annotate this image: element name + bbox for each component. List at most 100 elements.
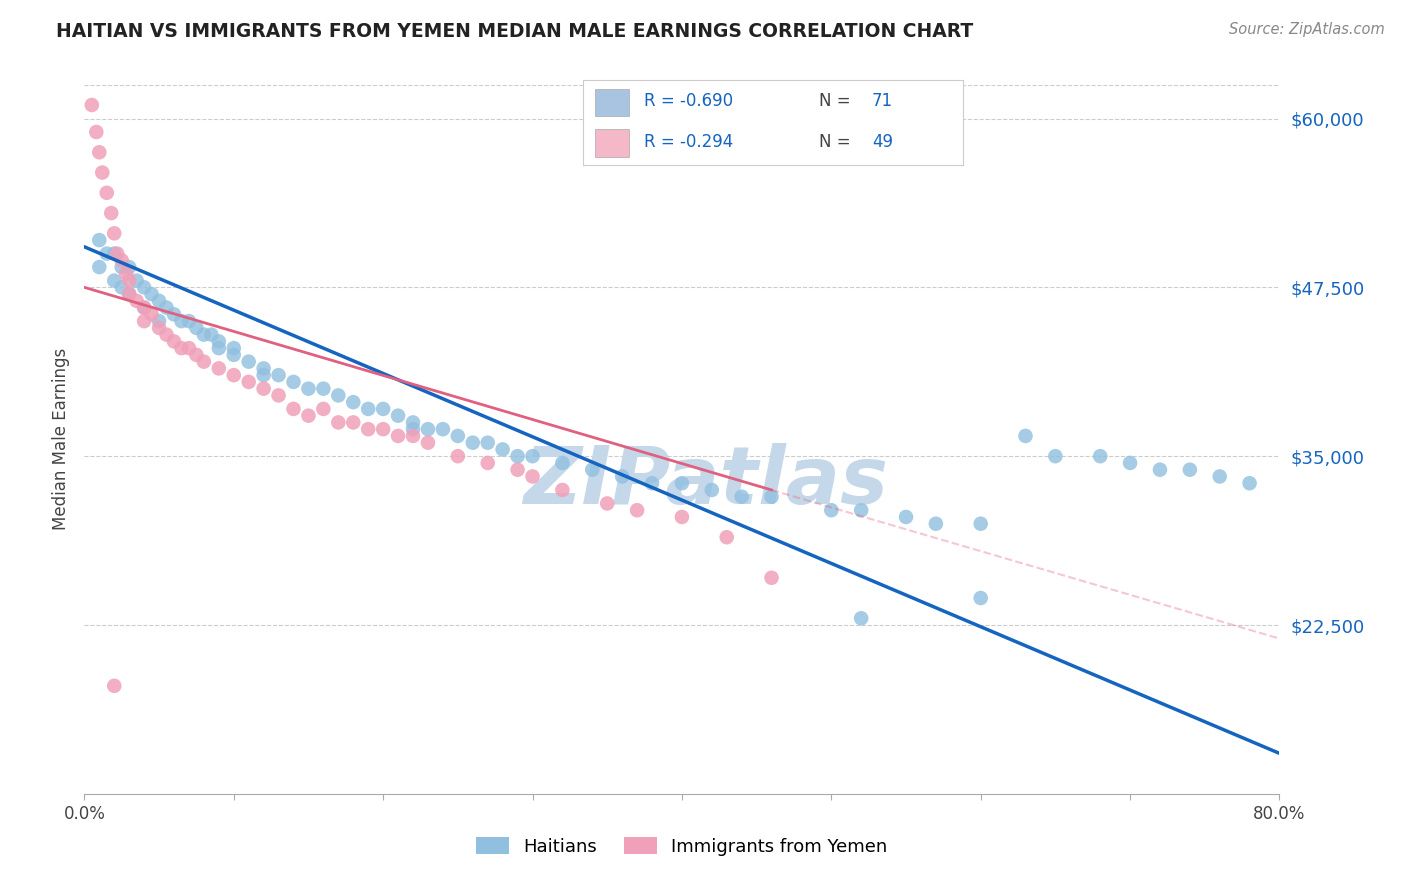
Text: 49: 49 [872,133,893,151]
Point [387,429,409,443]
Point [125,293,148,308]
Point [373,401,395,416]
Point [402,429,425,443]
Point [111,260,134,274]
Point [208,361,231,376]
Point [222,348,245,362]
Point [477,456,499,470]
Point [761,571,783,585]
Point [1119,456,1142,470]
Point [125,274,148,288]
Text: N =: N = [818,133,856,151]
Point [208,334,231,349]
Point [96,186,118,200]
Point [96,246,118,260]
Point [111,253,134,268]
Point [148,293,170,308]
Point [387,409,409,423]
Point [1209,469,1232,483]
Point [267,368,290,383]
Point [357,422,380,436]
Point [761,490,783,504]
Point [357,401,380,416]
Point [200,327,222,342]
Point [328,388,350,402]
Point [342,416,364,430]
Point [716,530,738,544]
Point [551,483,574,497]
Point [522,449,544,463]
Point [970,591,993,605]
Point [506,449,529,463]
Point [1045,449,1067,463]
Point [103,679,125,693]
Point [155,301,177,315]
Point [238,354,260,368]
Point [641,476,664,491]
Point [1178,463,1201,477]
Point [177,314,200,328]
Point [103,227,125,241]
Point [118,287,141,301]
Point [851,503,873,517]
Point [193,354,215,368]
Point [238,375,260,389]
Point [91,165,114,179]
Text: R = -0.294: R = -0.294 [644,133,734,151]
Point [222,341,245,355]
Point [596,496,619,510]
Point [700,483,723,497]
Point [132,314,156,328]
Point [447,429,470,443]
Point [283,401,305,416]
Point [342,395,364,409]
Point [612,469,634,483]
Point [186,321,208,335]
Point [132,280,156,294]
Text: N =: N = [818,93,856,111]
Point [163,307,186,321]
Point [416,422,439,436]
Point [89,260,111,274]
Point [671,510,693,524]
Point [89,145,111,160]
Point [506,463,529,477]
Point [312,401,335,416]
Point [1014,429,1036,443]
Point [253,382,276,396]
Point [477,435,499,450]
Y-axis label: Median Male Earnings: Median Male Earnings [52,348,70,531]
Point [432,422,454,436]
Point [100,206,122,220]
Point [1149,463,1171,477]
Point [132,301,156,315]
Legend: Haitians, Immigrants from Yemen: Haitians, Immigrants from Yemen [470,830,894,863]
Point [402,422,425,436]
Point [111,280,134,294]
Point [170,341,193,355]
Point [103,274,125,288]
Point [148,321,170,335]
Point [581,463,603,477]
Point [731,490,754,504]
Point [253,368,276,383]
Point [89,233,111,247]
Point [1090,449,1112,463]
Point [253,361,276,376]
Point [522,469,544,483]
Point [312,382,335,396]
Point [105,246,128,260]
Point [193,327,215,342]
Point [80,98,103,112]
Point [447,449,470,463]
Point [222,368,245,383]
Point [461,435,484,450]
Point [851,611,873,625]
Point [416,435,439,450]
Point [141,307,163,321]
Point [820,503,842,517]
Point [328,416,350,430]
Point [283,375,305,389]
Point [86,125,108,139]
Point [208,341,231,355]
